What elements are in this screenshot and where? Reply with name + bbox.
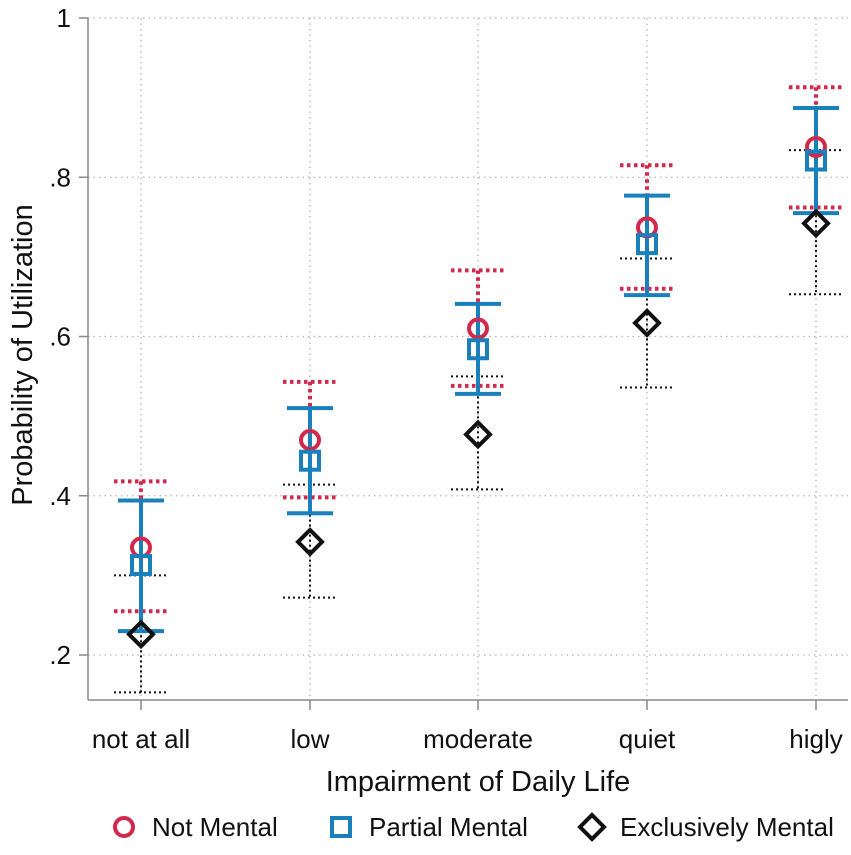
legend-exclusively-mental-symbol — [577, 812, 607, 842]
not-mental-point — [299, 429, 321, 452]
x-tick-label: low — [290, 724, 329, 754]
partial-mental-point — [299, 449, 321, 472]
legend-partial-mental-symbol — [330, 816, 352, 838]
partial-mental-point — [130, 554, 152, 577]
not-mental-point — [805, 135, 827, 158]
partial-mental-point — [467, 338, 489, 361]
y-tick-label: .6 — [49, 322, 71, 352]
partial-mental-point — [636, 233, 658, 256]
y-tick-label: .2 — [49, 640, 71, 670]
exclusively-mental-point — [801, 208, 831, 239]
x-tick-label: moderate — [423, 724, 533, 754]
exclusively-mental-point — [632, 308, 662, 338]
y-tick-label: 1 — [57, 3, 71, 33]
partial-mental-point — [805, 149, 827, 172]
error-bars — [114, 85, 843, 694]
legend: Not Mental Partial Mental Exclusively Ment… — [113, 812, 834, 842]
legend-partial-mental-label: Partial Mental — [369, 812, 528, 842]
legend-not-mental-symbol — [113, 816, 135, 838]
markers — [126, 135, 831, 650]
y-tick-label: .8 — [49, 162, 71, 192]
exclusively-mental-point — [126, 619, 156, 650]
x-tick-label: not at all — [92, 724, 190, 754]
not-mental-point — [467, 317, 489, 340]
exclusively-mental-point — [463, 419, 493, 450]
x-tick-label: higly — [789, 724, 842, 754]
legend-exclusively-mental-label: Exclusively Mental — [620, 812, 834, 842]
y-axis-label: Probability of Utilization — [7, 204, 39, 505]
x-axis-label: Impairment of Daily Life — [326, 766, 631, 798]
y-tick-label: .4 — [49, 481, 71, 511]
axes: .2 .4 .6 .8 1 not at all low moderate quiet higly — [49, 3, 848, 754]
exclusively-mental-point — [295, 527, 325, 557]
legend-not-mental-label: Not Mental — [152, 812, 278, 842]
x-tick-label: quiet — [619, 724, 676, 754]
